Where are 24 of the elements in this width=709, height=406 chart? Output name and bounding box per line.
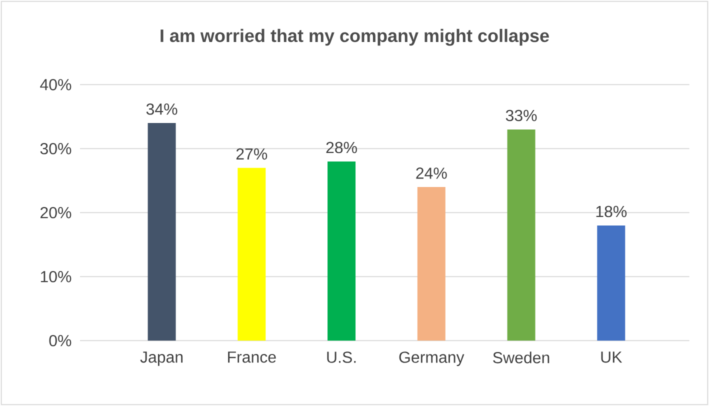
x-tick-label: Japan — [140, 352, 183, 366]
data-label: 34% — [146, 103, 178, 115]
x-tick-label: Germany — [399, 352, 464, 366]
data-label: 24% — [416, 168, 447, 179]
y-tick-label: 0% — [49, 334, 72, 346]
x-tick-label: Sweden — [493, 352, 550, 364]
bar — [328, 161, 356, 341]
bar — [597, 225, 626, 341]
bar — [148, 123, 176, 341]
y-tick-label: 20% — [40, 207, 72, 218]
bar — [507, 129, 536, 341]
data-label: 33% — [506, 110, 537, 122]
y-tick-label: 10% — [40, 270, 72, 282]
y-tick-label: 40% — [40, 79, 72, 90]
x-tick-label: U.S. — [327, 352, 356, 363]
x-tick-label: UK — [601, 352, 622, 363]
data-label: 28% — [326, 142, 357, 154]
data-label: 18% — [596, 206, 627, 218]
data-label: 27% — [236, 148, 268, 160]
y-tick-label: 30% — [40, 143, 72, 154]
bar — [238, 168, 266, 341]
bar — [417, 187, 446, 341]
x-tick-label: France — [228, 352, 276, 363]
chart-title: I am worried that my company might collapse — [160, 28, 549, 46]
